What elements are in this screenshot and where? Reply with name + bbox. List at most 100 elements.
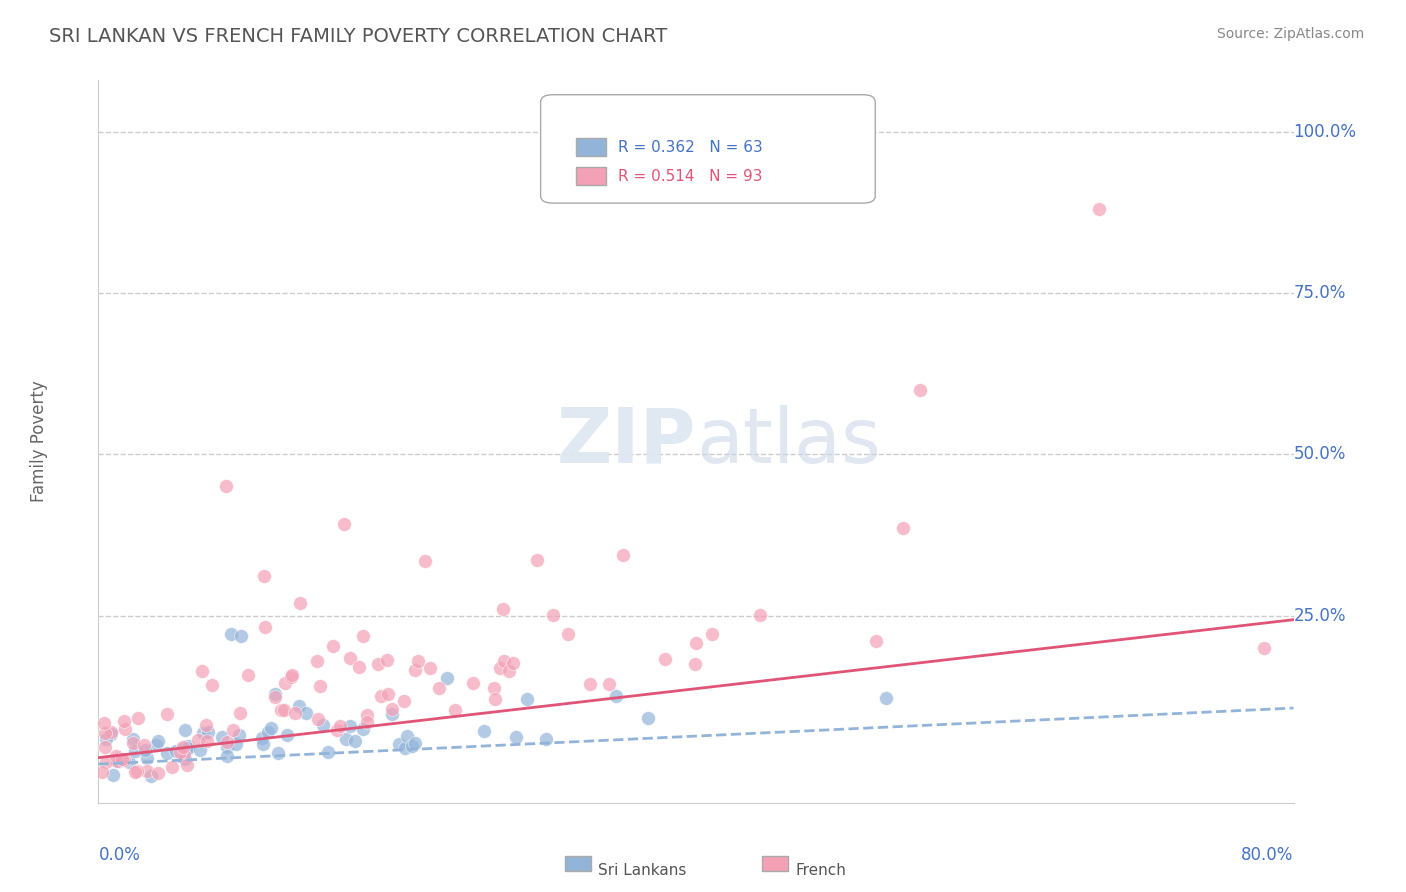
Point	[191, 726, 214, 740]
Point	[536, 732, 558, 747]
Point	[381, 707, 404, 722]
Point	[211, 731, 233, 745]
Point	[685, 636, 707, 650]
Point	[173, 747, 195, 762]
Point	[281, 668, 304, 682]
Point	[505, 730, 527, 744]
Point	[228, 729, 250, 743]
Point	[176, 739, 198, 754]
Point	[124, 744, 146, 758]
Point	[173, 723, 195, 738]
Point	[139, 769, 162, 783]
Point	[654, 652, 676, 666]
Point	[1088, 202, 1111, 217]
Point	[288, 596, 311, 610]
Text: 75.0%: 75.0%	[1294, 285, 1346, 302]
Point	[316, 745, 339, 759]
Point	[194, 718, 217, 732]
Point	[339, 718, 361, 732]
Point	[217, 748, 239, 763]
Point	[124, 764, 146, 779]
Point	[700, 627, 723, 641]
Point	[367, 657, 389, 671]
Point	[322, 640, 344, 654]
Point	[148, 765, 170, 780]
Point	[195, 734, 218, 748]
Point	[114, 722, 136, 736]
Text: ZIP: ZIP	[557, 405, 696, 478]
Point	[605, 689, 627, 703]
Point	[352, 722, 374, 736]
Point	[169, 745, 191, 759]
Point	[356, 714, 378, 729]
Point	[252, 737, 274, 751]
Point	[356, 707, 378, 722]
Point	[134, 743, 156, 757]
Text: French: French	[796, 863, 846, 879]
Point	[335, 731, 357, 746]
Point	[280, 670, 302, 684]
Point	[749, 608, 772, 623]
Point	[253, 620, 276, 634]
Point	[105, 755, 128, 769]
Point	[612, 548, 634, 562]
Point	[498, 665, 520, 679]
Point	[347, 660, 370, 674]
Point	[217, 739, 239, 754]
Point	[145, 738, 167, 752]
Point	[225, 737, 247, 751]
Point	[891, 521, 914, 535]
Point	[111, 752, 134, 766]
Point	[219, 626, 242, 640]
Point	[172, 739, 194, 754]
Point	[461, 675, 484, 690]
Text: Family Poverty: Family Poverty	[30, 381, 48, 502]
Point	[492, 602, 515, 616]
FancyBboxPatch shape	[541, 95, 876, 203]
Point	[332, 516, 354, 531]
Point	[436, 671, 458, 685]
Point	[404, 736, 426, 750]
Text: Sri Lankans: Sri Lankans	[598, 863, 686, 879]
Point	[121, 736, 143, 750]
Point	[165, 744, 187, 758]
Point	[260, 721, 283, 735]
Point	[108, 752, 131, 766]
Point	[176, 741, 198, 756]
Point	[96, 731, 118, 746]
Point	[339, 651, 361, 665]
Point	[284, 706, 307, 720]
Point	[875, 690, 897, 705]
Point	[309, 679, 332, 693]
Point	[865, 634, 887, 648]
Point	[121, 732, 143, 747]
Point	[104, 753, 127, 767]
Point	[1253, 640, 1275, 655]
Point	[236, 668, 259, 682]
Point	[136, 751, 159, 765]
Point	[276, 728, 298, 742]
Point	[228, 706, 250, 721]
Point	[307, 654, 329, 668]
Point	[488, 661, 510, 675]
Point	[125, 764, 148, 779]
Point	[174, 752, 197, 766]
Point	[100, 725, 122, 739]
Point	[543, 607, 565, 622]
FancyBboxPatch shape	[576, 138, 606, 156]
Point	[598, 677, 620, 691]
Point	[395, 729, 418, 743]
Point	[474, 724, 496, 739]
Point	[394, 741, 416, 756]
Point	[132, 738, 155, 752]
Point	[683, 657, 706, 672]
Point	[370, 689, 392, 703]
Point	[100, 727, 122, 741]
Text: 50.0%: 50.0%	[1294, 445, 1346, 464]
Point	[190, 665, 212, 679]
Point	[526, 553, 548, 567]
Point	[257, 725, 280, 739]
Point	[579, 677, 602, 691]
Point	[294, 706, 316, 721]
Text: R = 0.362   N = 63: R = 0.362 N = 63	[619, 140, 763, 155]
